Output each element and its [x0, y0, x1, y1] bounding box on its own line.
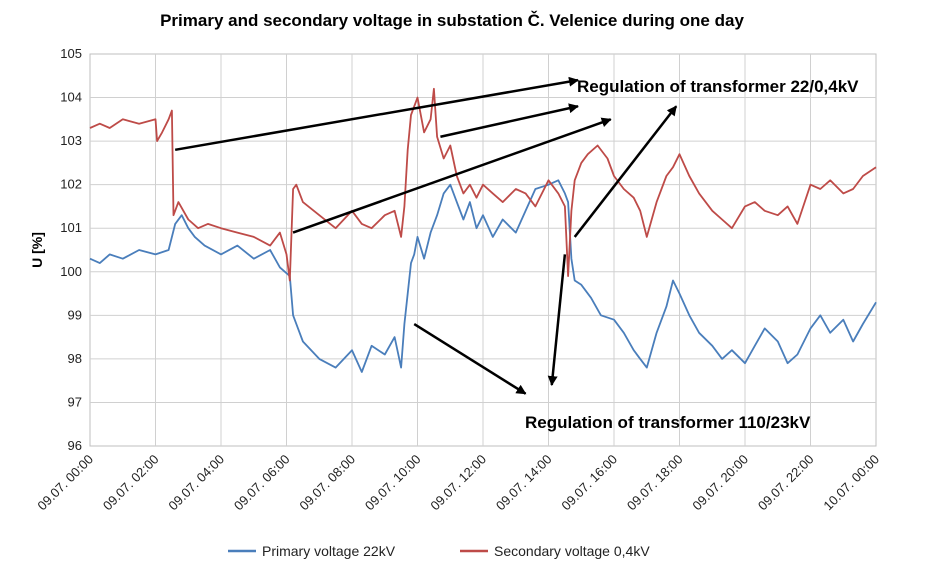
- y-tick-label: 103: [60, 133, 82, 148]
- annotation-arrow: [547, 254, 567, 387]
- y-tick-label: 104: [60, 90, 82, 105]
- annotation-arrow: [174, 76, 579, 152]
- legend: Primary voltage 22kV Secondary voltage 0,…: [228, 543, 650, 559]
- legend-label: Primary voltage 22kV: [262, 543, 396, 559]
- y-axis-ticks: 96 97 98 99 100 101 102 103 104 105: [60, 46, 82, 453]
- x-tick-label: 09.07. 06:00: [231, 452, 293, 514]
- x-tick-label: 10.07. 00:00: [820, 452, 882, 514]
- y-tick-label: 101: [60, 220, 82, 235]
- x-tick-label: 09.07. 02:00: [100, 452, 162, 514]
- y-tick-label: 100: [60, 264, 82, 279]
- x-tick-label: 09.07. 18:00: [624, 452, 686, 514]
- x-tick-label: 09.07. 12:00: [427, 452, 489, 514]
- x-tick-label: 09.07. 22:00: [755, 452, 817, 514]
- x-tick-label: 09.07. 10:00: [362, 452, 424, 514]
- annotation-arrow: [413, 322, 527, 395]
- series-line-secondary: [89, 87, 877, 282]
- chart-title: Primary and secondary voltage in substat…: [160, 11, 744, 30]
- y-tick-label: 102: [60, 177, 82, 192]
- y-tick-label: 99: [68, 307, 82, 322]
- annotation-arrow: [440, 103, 579, 138]
- legend-label: Secondary voltage 0,4kV: [494, 543, 650, 559]
- x-tick-label: 09.07. 16:00: [558, 452, 620, 514]
- x-tick-label: 09.07. 14:00: [493, 452, 555, 514]
- x-tick-label: 09.07. 00:00: [34, 452, 96, 514]
- series-line-primary: [89, 179, 877, 373]
- annotation-label: Regulation of transformer 110/23kV: [525, 413, 811, 432]
- x-tick-label: 09.07. 08:00: [296, 452, 358, 514]
- y-tick-label: 96: [68, 438, 82, 453]
- annotation-arrow: [573, 105, 678, 238]
- annotation-arrow: [292, 117, 612, 234]
- x-tick-label: 09.07. 04:00: [165, 452, 227, 514]
- annotation-label: Regulation of transformer 22/0,4kV: [577, 77, 859, 96]
- x-tick-label: 09.07. 20:00: [689, 452, 751, 514]
- annotations: Regulation of transformer 22/0,4kV Regula…: [174, 76, 859, 432]
- y-tick-label: 97: [68, 394, 82, 409]
- series-lines: [89, 87, 877, 373]
- y-tick-label: 105: [60, 46, 82, 61]
- x-axis-ticks: 09.07. 00:00 09.07. 02:00 09.07. 04:00 09.0…: [34, 452, 882, 514]
- y-axis-label: U [%]: [29, 232, 45, 268]
- y-tick-label: 98: [68, 351, 82, 366]
